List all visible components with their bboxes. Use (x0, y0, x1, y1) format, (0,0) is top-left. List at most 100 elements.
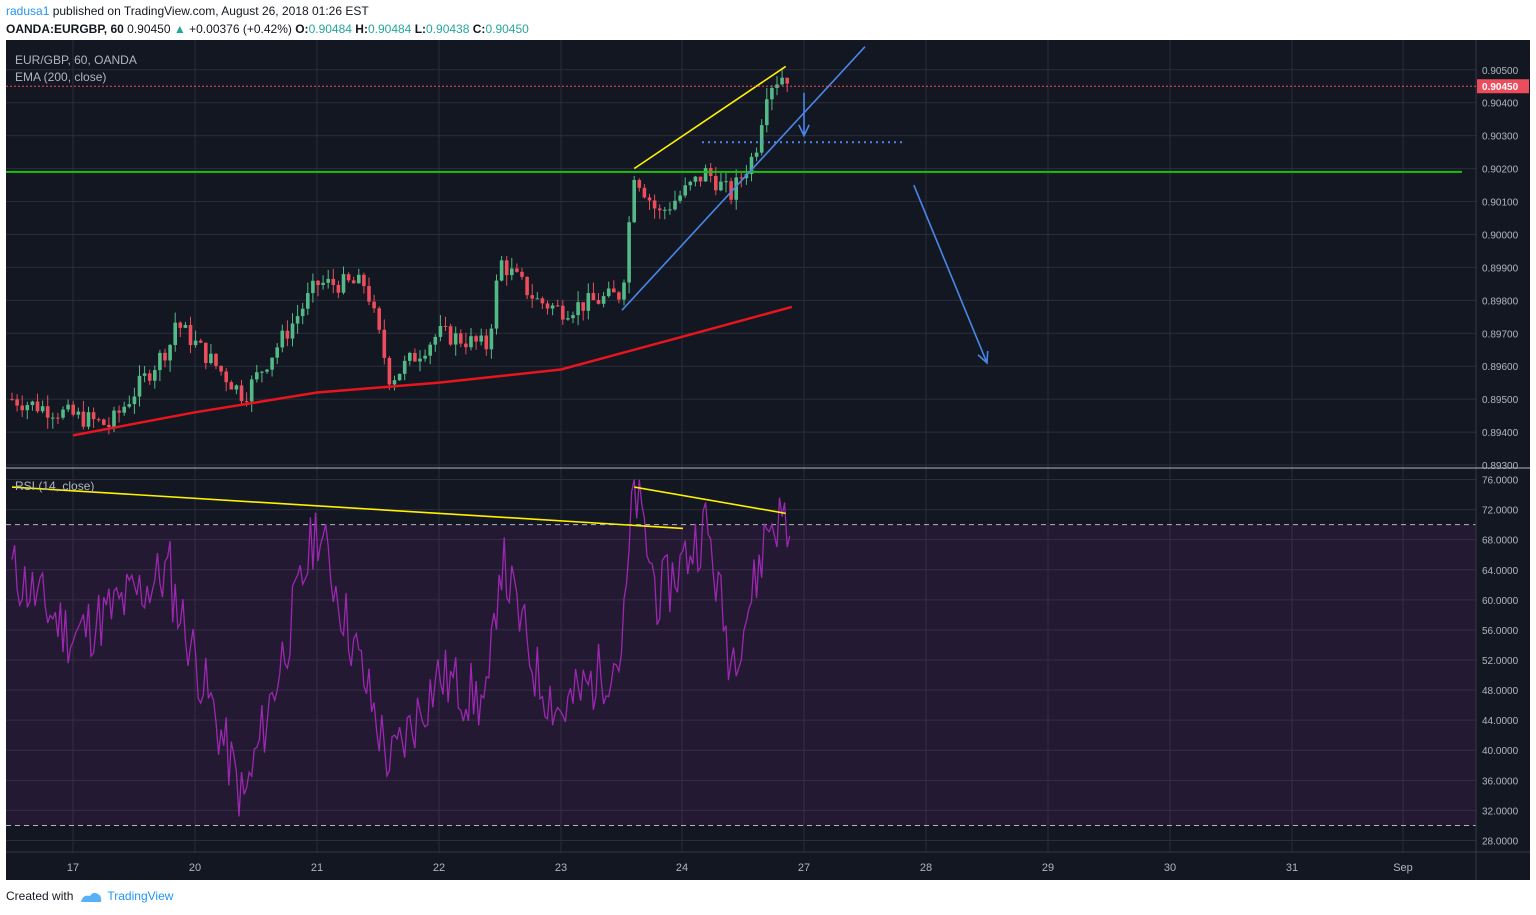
candle-body (10, 399, 14, 401)
candle-body (158, 352, 162, 371)
candle-body (71, 404, 75, 415)
low-label: L: (414, 22, 427, 36)
candle-body (438, 325, 443, 337)
candle-body (688, 181, 693, 186)
rising-wedge-upper-line (633, 65, 787, 170)
arrow-down-icon (798, 124, 810, 138)
candle-body (734, 177, 738, 200)
price-axis[interactable]: 0.90500 0.90400 0.90300 0.90200 0.90100 0.900… (6, 66, 1529, 472)
price-tick-label: 0.89800 (1482, 296, 1519, 307)
candle-body (652, 200, 657, 209)
candle-body (520, 271, 524, 277)
candle-body (280, 330, 285, 348)
price-tick-label: 0.90400 (1482, 99, 1519, 110)
candle-body (739, 177, 744, 179)
candle-body (703, 168, 708, 182)
publish-info: radusa1 published on TradingView.com, Au… (6, 4, 369, 18)
candle-body (555, 305, 560, 307)
candle-body (423, 355, 427, 359)
candle-body (351, 280, 356, 284)
footer: Created with TradingView (6, 889, 173, 904)
candle-body (367, 286, 371, 302)
candle-body (91, 412, 96, 420)
price-tick-label: 0.90100 (1482, 198, 1519, 209)
tradingview-link[interactable]: TradingView (107, 889, 174, 903)
price-tick-label: 0.89300 (1482, 461, 1519, 472)
candle-body (642, 187, 647, 198)
candle-body (377, 308, 381, 330)
arrow-shaft (913, 184, 988, 364)
price-tick-label: 0.89900 (1482, 263, 1519, 274)
candle-body (683, 185, 687, 196)
candle-body (132, 396, 137, 405)
price-tick-label: 0.90300 (1482, 132, 1519, 143)
candle-body (35, 401, 40, 412)
chart-title: EUR/GBP, 60, OANDA (15, 53, 137, 67)
candle-body (637, 179, 642, 188)
price-chart[interactable]: 0.90500 0.90400 0.90300 0.90200 0.90100 0.900… (6, 40, 1530, 880)
time-tick-label: 27 (798, 862, 810, 874)
candle-body (586, 293, 591, 311)
candle-body (698, 176, 703, 182)
candle-body (566, 318, 570, 320)
last-price-marker (1477, 79, 1529, 94)
candle-body (464, 343, 468, 348)
candle-body (193, 340, 198, 346)
time-tick-label: 17 (67, 862, 79, 874)
rsi-label: RSI (14, close) (15, 479, 94, 493)
candle-body (316, 280, 320, 286)
time-tick-label: 31 (1286, 862, 1298, 874)
rsi-divergence-line (634, 486, 786, 515)
candle-body (719, 181, 723, 191)
drawings (6, 46, 1462, 530)
candle-body (571, 315, 575, 319)
candle-body (362, 274, 366, 287)
candle-body (341, 274, 346, 293)
candle-body (183, 324, 188, 328)
candle-body (759, 125, 764, 153)
rsi-axis[interactable]: 76.0000 72.0000 68.0000 64.0000 60.0000 56.00… (1482, 476, 1519, 848)
candle-body (515, 268, 519, 272)
rsi-tick-label: 32.0000 (1482, 806, 1519, 817)
candle-body (387, 357, 392, 385)
candle-body (15, 399, 19, 406)
candle-body (153, 370, 157, 381)
candle-body (173, 322, 177, 345)
candle-body (122, 406, 126, 413)
candle-body (443, 325, 448, 327)
candle-body (81, 411, 86, 427)
candle-body (673, 200, 677, 210)
candle-body (408, 352, 412, 361)
candle-body (45, 406, 50, 418)
candle-body (147, 373, 152, 381)
candle-body (770, 87, 774, 100)
candle-body (244, 401, 249, 403)
candle-body (392, 380, 397, 385)
candle-body (601, 296, 606, 304)
time-tick-label: 30 (1164, 862, 1176, 874)
candlestick-series (10, 68, 789, 435)
candle-body (724, 181, 728, 183)
candle-body (357, 274, 361, 284)
close-label: C: (472, 22, 486, 36)
candle-body (581, 302, 585, 311)
candle-body (729, 181, 733, 200)
symbol-label: OANDA:EURGBP, 60 (6, 22, 124, 36)
candle-body (780, 77, 784, 85)
price-tick-label: 0.90200 (1482, 165, 1519, 176)
time-tick-label: 20 (189, 862, 201, 874)
candle-body (714, 175, 718, 191)
candle-body (413, 352, 417, 362)
time-axis[interactable]: 17 20 21 22 23 24 27 28 29 30 31 Sep (67, 862, 1413, 874)
candle-body (749, 156, 754, 175)
candle-body (306, 293, 310, 309)
candle-body (224, 371, 228, 383)
candle-body (275, 347, 279, 358)
rsi-band (6, 524, 1476, 826)
candle-body (117, 410, 121, 413)
candle-body (66, 404, 70, 410)
candle-body (612, 288, 616, 293)
candle-body (209, 353, 213, 364)
rsi-tick-label: 76.0000 (1482, 476, 1519, 487)
author-link[interactable]: radusa1 (6, 4, 50, 18)
